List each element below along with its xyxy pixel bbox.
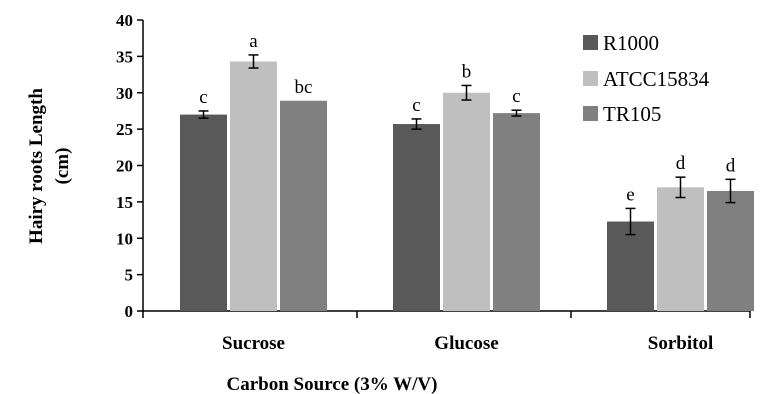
significance-label: d (676, 153, 686, 174)
legend-swatch (583, 106, 598, 121)
legend-swatch (583, 71, 598, 86)
y-tick-label: 15 (116, 193, 133, 212)
y-tick-label: 30 (116, 84, 133, 103)
significance-label: c (199, 87, 207, 108)
bar (493, 113, 540, 312)
significance-label: a (249, 31, 258, 52)
bar (180, 114, 227, 311)
legend-swatch (583, 35, 598, 50)
y-tick-label: 40 (116, 11, 133, 30)
significance-label: bc (295, 77, 313, 98)
bar (393, 124, 440, 311)
legend-label: TR105 (603, 102, 661, 126)
significance-label: c (512, 86, 520, 107)
legend-label: ATCC15834 (603, 67, 710, 91)
bar (443, 92, 490, 311)
legend-label: R1000 (603, 31, 659, 55)
significance-label: d (726, 155, 736, 176)
significance-label: b (462, 61, 472, 82)
bar (657, 187, 704, 311)
bar (280, 100, 327, 311)
x-category-label: Glucose (434, 333, 498, 354)
y-tick-label: 35 (116, 47, 133, 66)
bar (707, 190, 754, 311)
x-category-label: Sorbitol (648, 333, 713, 354)
bar (607, 221, 654, 311)
y-tick-label: 5 (125, 266, 134, 285)
y-tick-label: 0 (125, 302, 134, 321)
significance-label: e (626, 184, 634, 205)
x-category-label: Sucrose (222, 333, 285, 354)
y-tick-label: 20 (116, 157, 133, 176)
y-tick-label: 10 (116, 229, 133, 248)
bar (230, 61, 277, 311)
y-axis-unit: (cm) (52, 148, 73, 185)
y-axis-title: Hairy roots Length (26, 88, 47, 244)
plot-area: 0 5 10 15 20 25 30 35 40 c c e a b d bc c d Sucrose Glucose… (116, 11, 754, 354)
significance-label: c (412, 95, 420, 116)
y-tick-label: 25 (116, 120, 133, 139)
x-axis-title: Carbon Source (3% W/V) (227, 374, 438, 394)
